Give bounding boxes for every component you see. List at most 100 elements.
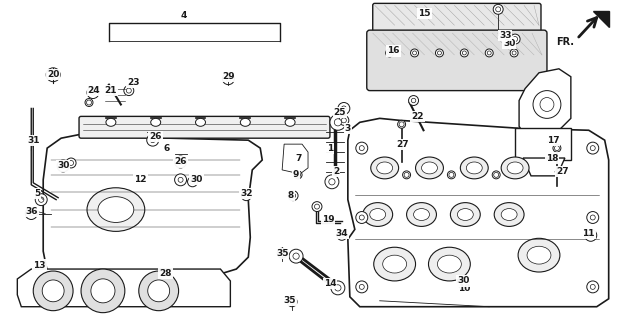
Ellipse shape <box>527 246 551 264</box>
Circle shape <box>126 88 131 93</box>
Ellipse shape <box>416 157 443 179</box>
Circle shape <box>178 177 183 182</box>
Circle shape <box>485 49 493 57</box>
Ellipse shape <box>450 203 480 227</box>
Ellipse shape <box>370 209 386 220</box>
Circle shape <box>244 193 249 198</box>
Text: 5: 5 <box>34 189 40 198</box>
Circle shape <box>148 280 170 302</box>
Text: 30: 30 <box>503 38 515 48</box>
Circle shape <box>85 99 93 107</box>
Circle shape <box>139 271 179 311</box>
Circle shape <box>334 119 342 126</box>
Text: 30: 30 <box>57 162 70 171</box>
Circle shape <box>492 171 500 179</box>
Text: 11: 11 <box>582 229 595 238</box>
Circle shape <box>190 179 195 184</box>
Circle shape <box>587 281 599 293</box>
Circle shape <box>356 212 368 223</box>
Circle shape <box>289 249 303 263</box>
Circle shape <box>339 116 349 125</box>
Ellipse shape <box>507 162 523 174</box>
Circle shape <box>29 211 34 216</box>
Circle shape <box>174 174 187 186</box>
Circle shape <box>585 229 597 241</box>
Circle shape <box>290 299 295 304</box>
Text: 15: 15 <box>418 9 431 18</box>
Circle shape <box>325 175 339 189</box>
Circle shape <box>33 271 73 311</box>
Circle shape <box>457 277 469 289</box>
Circle shape <box>411 98 416 103</box>
Text: 21: 21 <box>105 86 117 95</box>
Circle shape <box>590 215 595 220</box>
Text: 8: 8 <box>288 191 294 200</box>
Polygon shape <box>593 11 609 27</box>
Text: 29: 29 <box>222 72 234 81</box>
Text: 31: 31 <box>27 136 40 145</box>
Circle shape <box>356 281 368 293</box>
Circle shape <box>554 146 559 151</box>
Text: 27: 27 <box>557 167 569 176</box>
Circle shape <box>38 197 44 202</box>
Polygon shape <box>282 144 308 174</box>
Circle shape <box>460 49 468 57</box>
Text: 33: 33 <box>499 31 512 40</box>
Circle shape <box>87 100 92 105</box>
Circle shape <box>288 191 298 201</box>
Ellipse shape <box>98 197 134 222</box>
Circle shape <box>339 233 344 238</box>
Polygon shape <box>18 269 230 307</box>
Ellipse shape <box>106 118 116 126</box>
Circle shape <box>356 142 368 154</box>
Circle shape <box>331 281 345 295</box>
Circle shape <box>496 7 501 12</box>
Circle shape <box>241 191 251 201</box>
Circle shape <box>293 253 299 259</box>
Ellipse shape <box>371 157 399 179</box>
Text: 22: 22 <box>411 112 424 121</box>
Circle shape <box>487 51 491 55</box>
Text: 36: 36 <box>25 207 38 216</box>
Circle shape <box>315 204 320 209</box>
Text: 26: 26 <box>174 157 187 166</box>
Text: 9: 9 <box>293 170 299 180</box>
Circle shape <box>449 172 454 177</box>
Text: 30: 30 <box>457 276 470 285</box>
Text: 35: 35 <box>284 296 297 305</box>
Circle shape <box>90 90 95 95</box>
Circle shape <box>404 172 409 177</box>
Circle shape <box>312 202 322 212</box>
Text: 17: 17 <box>547 136 559 145</box>
Text: 27: 27 <box>396 140 409 148</box>
Circle shape <box>462 51 466 55</box>
Circle shape <box>57 160 69 172</box>
Ellipse shape <box>460 157 488 179</box>
Text: 35: 35 <box>276 249 288 258</box>
Text: 26: 26 <box>149 132 162 141</box>
Text: 32: 32 <box>240 189 253 198</box>
Circle shape <box>287 297 297 307</box>
Circle shape <box>493 172 498 177</box>
Text: 30: 30 <box>191 175 203 184</box>
Ellipse shape <box>87 188 145 231</box>
Circle shape <box>341 106 346 111</box>
Circle shape <box>46 68 60 82</box>
Circle shape <box>359 215 364 220</box>
Circle shape <box>590 284 595 289</box>
Circle shape <box>147 134 159 146</box>
Text: 18: 18 <box>545 154 558 163</box>
Circle shape <box>409 96 419 106</box>
Circle shape <box>540 98 554 111</box>
Circle shape <box>590 146 595 151</box>
Circle shape <box>399 122 404 127</box>
Ellipse shape <box>501 209 517 220</box>
Text: 1: 1 <box>327 144 333 153</box>
Circle shape <box>338 102 350 114</box>
Circle shape <box>387 51 392 55</box>
Circle shape <box>66 158 76 168</box>
Circle shape <box>510 49 518 57</box>
Circle shape <box>587 142 599 154</box>
Ellipse shape <box>196 118 206 126</box>
Circle shape <box>226 76 231 81</box>
